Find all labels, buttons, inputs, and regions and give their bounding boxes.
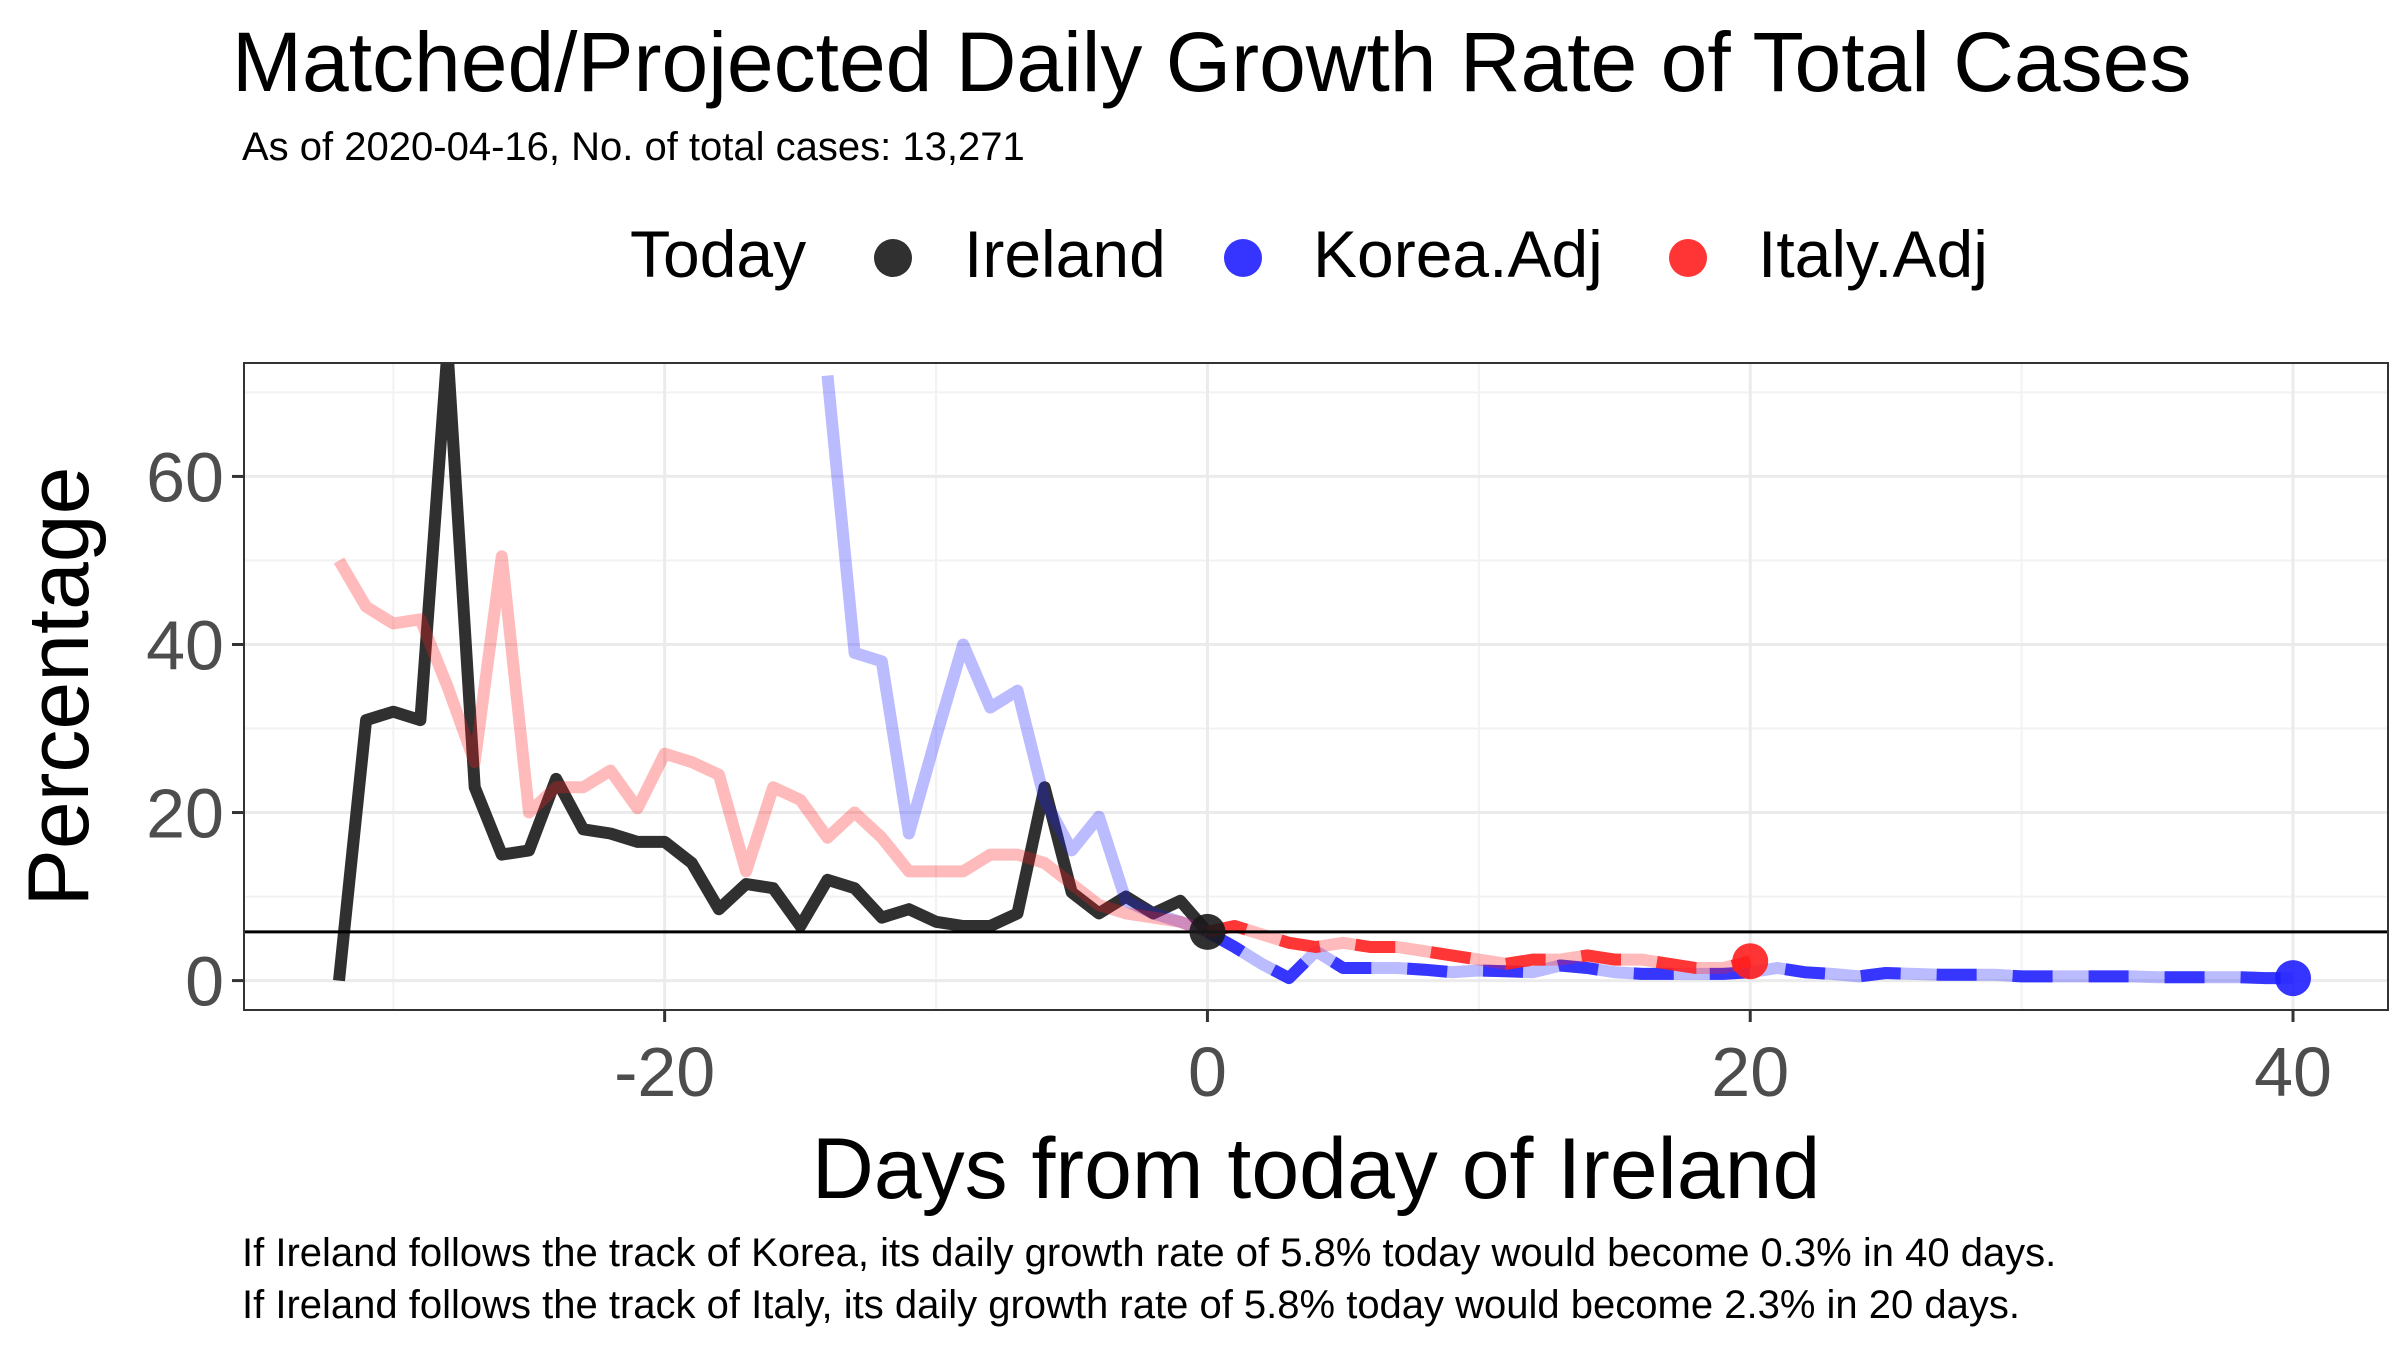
series-layer: [333, 363, 2293, 985]
series-line-korea-adj-projected: [1204, 926, 2293, 985]
legend-item-ireland: Ireland: [874, 217, 1166, 291]
endpoint-marker-italy-adj: [1732, 943, 1769, 980]
grid-minor: [244, 363, 2388, 1010]
caption-italy: If Ireland follows the track of Italy, i…: [242, 1283, 2020, 1327]
endpoint-marker-ireland: [1189, 913, 1226, 950]
x-tick-label: 20: [1711, 1033, 1789, 1111]
legend-key-ireland: [874, 239, 912, 277]
legend-item-korea-adj: Korea.Adj: [1224, 217, 1603, 291]
x-axis-label: Days from today of Ireland: [812, 1121, 1821, 1217]
endpoint-marker-korea-adj: [2275, 960, 2312, 997]
series-line-italy-adj-projected: [1206, 920, 1752, 974]
series-line-korea-adj-matched: [821, 375, 1210, 938]
x-tick-label: -20: [614, 1033, 715, 1111]
series-line-ireland: [333, 363, 1212, 982]
x-tick-label: 0: [1188, 1033, 1227, 1111]
legend-label-italy-adj: Italy.Adj: [1758, 217, 1988, 291]
chart-subtitle: As of 2020-04-16, No. of total cases: 13…: [242, 125, 1025, 169]
y-axis-label: Percentage: [11, 467, 107, 907]
y-tick-labels: 0 20 40 60: [146, 438, 224, 1020]
legend-label-korea-adj: Korea.Adj: [1313, 217, 1603, 291]
endpoint-markers: [1189, 913, 2312, 997]
grid-major: [244, 363, 2388, 1010]
x-tick-labels: -20 0 20 40: [614, 1033, 2332, 1111]
legend-label-ireland: Ireland: [964, 217, 1166, 291]
axis-ticks: [232, 474, 2295, 1022]
x-tick-label: 40: [2254, 1033, 2332, 1111]
legend-key-italy-adj: [1669, 239, 1707, 277]
y-tick-label: 60: [146, 438, 224, 516]
series-line-italy-adj-matched: [333, 550, 1210, 938]
legend-item-italy-adj: Italy.Adj: [1669, 217, 1988, 291]
legend-title: Today: [630, 217, 806, 291]
plot-panel-border: [243, 362, 2389, 1011]
y-tick-label: 0: [185, 943, 224, 1021]
legend-key-korea-adj: [1224, 239, 1262, 277]
legend: Today Ireland Korea.Adj Italy.Adj: [630, 217, 1988, 291]
y-tick-label: 40: [146, 606, 224, 684]
y-tick-label: 20: [146, 775, 224, 853]
chart-title: Matched/Projected Daily Growth Rate of T…: [232, 15, 2192, 109]
caption-korea: If Ireland follows the track of Korea, i…: [242, 1231, 2057, 1275]
